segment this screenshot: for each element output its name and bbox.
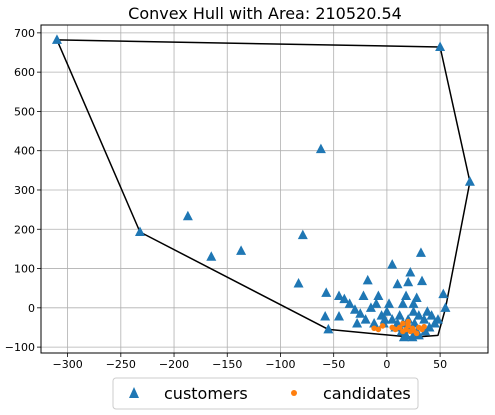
customer-point [405,266,416,277]
candidate-point [392,326,399,333]
customer-point [394,310,405,320]
y-tick-label: 500 [14,105,35,118]
customer-point [355,308,366,318]
customer-point [398,331,409,342]
candidate-point [375,326,382,333]
candidate-point [405,322,411,329]
customer-point [401,290,412,301]
x-tick-label: −250 [106,358,136,371]
candidate-point [371,325,377,332]
customer-point [387,314,398,324]
customer-point [424,321,435,332]
candidate-point [409,325,416,332]
customer-point [408,306,419,316]
convex-hull [56,39,471,339]
customer-point [360,314,371,324]
customer-point [206,251,217,261]
candidate-point [396,324,403,331]
customer-point [358,290,369,301]
candidates-series [371,318,427,337]
candidate-point [405,318,411,325]
customer-point [51,34,62,44]
customer-point [387,259,398,269]
customer-point [397,298,408,308]
x-tick-label: 50 [433,358,447,371]
candidate-point [400,320,406,327]
customer-point [365,302,376,312]
customer-point [371,298,382,308]
candidate-point [379,323,386,329]
customer-point [344,298,355,308]
customer-point [182,210,193,221]
customer-point [334,290,344,301]
y-tick-label: 100 [14,263,35,276]
customer-point [321,287,332,297]
customer-point [384,298,395,308]
y-tick-label: 0 [28,302,35,315]
customer-point [411,292,422,303]
customer-point [438,288,449,299]
customer-point [413,310,424,320]
y-tick-label: 400 [14,145,35,158]
x-tick-label: −300 [52,358,82,371]
y-tick-label: 600 [14,66,35,79]
legend-frame [112,377,419,410]
legend-customers-label: customers [164,384,248,403]
y-tick-label: 200 [14,223,35,236]
x-axis-ticks: −300 −250 −200 −150 −100 −50 0 50 [52,353,447,371]
customer-point [381,306,392,316]
customer-point [379,314,390,324]
customer-point [134,226,145,237]
y-tick-label: 300 [14,184,35,197]
customer-point [420,325,431,336]
plot-frame [40,24,489,354]
customer-point [236,245,247,255]
x-tick-label: −50 [322,358,345,371]
legend-candidates-label: candidates [323,384,411,403]
customer-point [297,229,308,240]
customer-point [426,310,437,320]
chart-title: Convex Hull with Area: 210520.54 [128,4,402,23]
customer-point [417,275,428,286]
customer-point [415,247,426,257]
customer-point [408,298,419,308]
customer-point [464,176,475,186]
candidate-point [421,323,427,330]
legend-customers-marker [129,387,139,398]
customer-point [315,143,326,154]
customer-point [293,277,304,288]
customer-point [435,41,446,51]
customer-point [422,306,433,316]
customer-point [432,314,443,324]
customer-point [407,331,418,342]
y-axis-ticks: −100 0 100 200 300 400 500 600 700 [5,27,41,354]
candidate-point [413,330,420,337]
x-tick-label: −100 [265,358,295,371]
customer-point [392,278,403,289]
customer-point [419,314,430,324]
x-tick-label: −150 [212,358,242,371]
x-tick-label: 0 [383,358,390,371]
customer-point [320,310,331,321]
customer-point [373,290,384,301]
legend-candidates-marker [291,390,297,396]
x-tick-label: −200 [159,358,189,371]
customer-point [352,318,363,328]
customer-point [349,304,360,314]
legend: customers candidates [112,377,419,410]
customer-point [339,293,350,304]
y-tick-label: 700 [14,27,35,40]
customer-point [334,310,344,321]
customer-point [323,323,334,334]
customer-point [403,276,414,287]
customer-point [369,318,380,328]
customer-point [362,274,373,285]
candidate-point [400,328,406,335]
customer-point [440,302,451,312]
customer-point [409,318,420,328]
y-tick-label: −100 [5,341,35,354]
hull-outline [56,39,471,339]
